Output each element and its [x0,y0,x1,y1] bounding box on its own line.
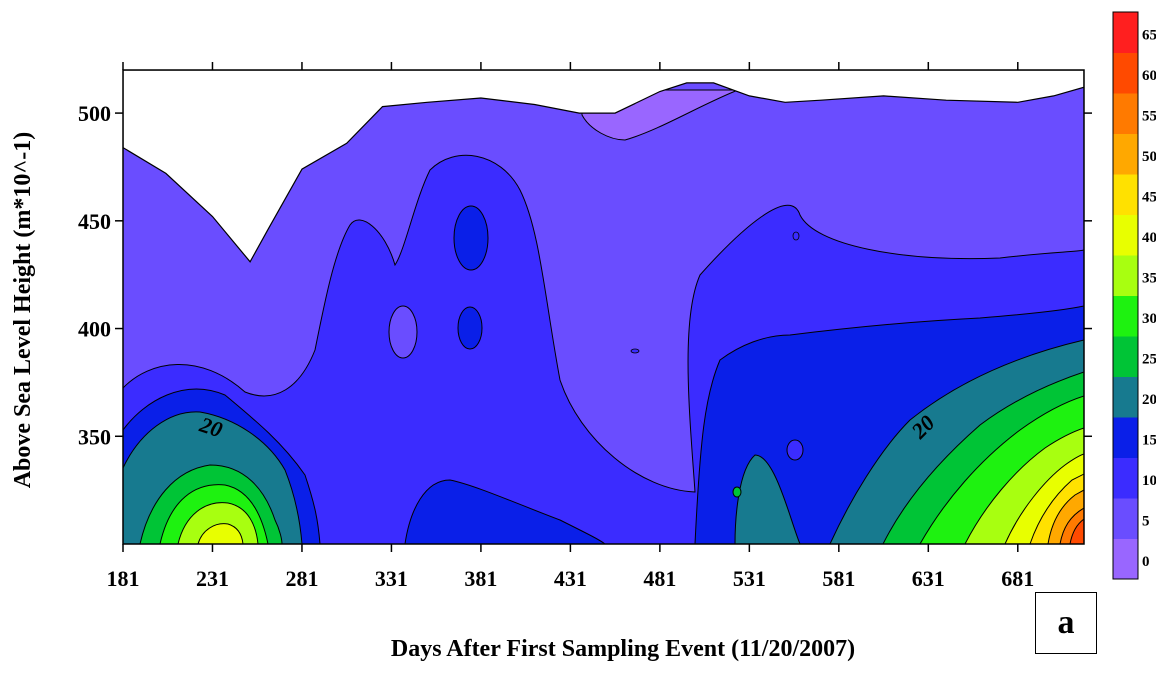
x-tick-label: 181 [107,566,140,591]
band-15-20-mid [404,479,606,544]
x-tick-label: 381 [464,566,497,591]
y-tick-label: 400 [78,317,111,342]
colorbar-swatch [1113,498,1138,539]
band-40-45-left [197,523,244,544]
colorbar-label: 35 [1142,270,1156,286]
island-1 [388,305,418,359]
island-3 [457,306,483,350]
plot-area [123,70,1084,544]
colorbar-swatch [1113,214,1138,256]
colorbar-swatch [1113,295,1138,337]
colorbar-swatch [1113,12,1138,53]
colorbar-label: 40 [1142,230,1156,246]
island-4 [786,439,804,461]
y-tick-label: 350 [78,424,111,449]
colorbar-swatch [1113,255,1138,296]
colorbar-swatch [1113,336,1138,377]
x-tick-label: 281 [285,566,318,591]
colorbar-label: 50 [1142,149,1156,165]
colorbar-label: 20 [1142,392,1156,408]
colorbar-swatch [1113,52,1138,94]
colorbar-swatch [1113,93,1138,134]
y-tick-label: 500 [78,101,111,126]
colorbar-label: 25 [1142,351,1156,367]
colorbar-label: 45 [1142,189,1156,205]
band-60-65-right [1069,518,1084,544]
x-tick-label: 231 [196,566,229,591]
x-tick-label: 631 [912,566,945,591]
x-tick-label: 331 [375,566,408,591]
colorbar-label: 55 [1142,108,1156,124]
y-tick-label: 450 [78,209,111,234]
x-tick-label: 531 [733,566,766,591]
x-tick-label: 431 [554,566,587,591]
colorbar-label: 30 [1142,311,1156,327]
colorbar-label: 5 [1142,513,1150,529]
colorbar-label: 15 [1142,432,1156,448]
island-6 [630,348,640,354]
colorbar-label: 0 [1142,554,1150,570]
colorbar-label: 60 [1142,68,1156,84]
colorbar-swatch [1113,133,1138,175]
island-2 [453,205,489,271]
panel-label: a [1035,592,1097,654]
y-axis-ticks: 350 400 450 500 [78,101,1092,449]
colorbar-frame [1112,11,1139,580]
colorbar: 0 5 10 15 20 25 30 35 40 45 50 55 60 65 [1112,11,1156,580]
colorbar-label: 10 [1142,473,1156,489]
plot-frame [122,69,1085,545]
x-axis-ticks: 181 231 281 331 381 431 481 531 581 631 681 [107,62,1034,591]
island-7 [792,231,800,241]
colorbar-label: 65 [1142,27,1156,43]
colorbar-swatch [1113,376,1138,418]
island-5 [732,486,742,498]
x-tick-label: 681 [1001,566,1034,591]
band-20-25-right [734,454,801,544]
colorbar-swatch [1113,457,1138,499]
x-tick-label: 481 [643,566,676,591]
x-axis-title: Days After First Sampling Event (11/20/2… [391,636,855,662]
colorbar-swatch [1113,417,1138,458]
colorbar-swatch [1113,538,1138,580]
y-axis-title: Above Sea Level Height (m*10^-1) [10,132,36,489]
x-tick-label: 581 [822,566,855,591]
above-surface-mask [123,70,1084,263]
colorbar-swatch [1113,174,1138,215]
